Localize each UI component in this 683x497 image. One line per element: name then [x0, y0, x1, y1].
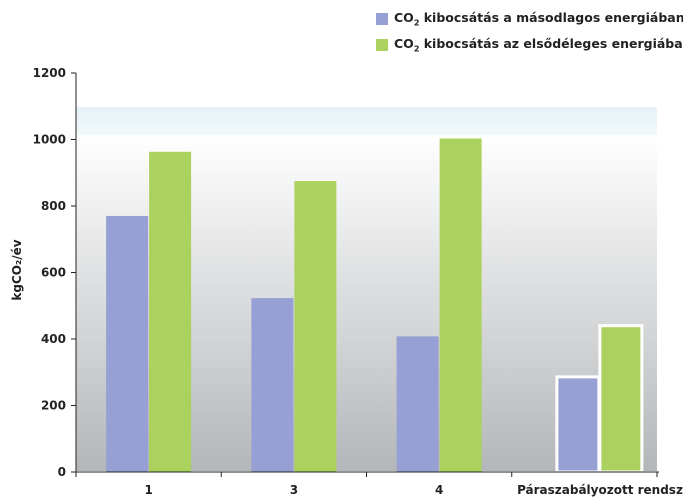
x-tick-label: 4	[435, 483, 443, 497]
x-tick-label: 1	[144, 483, 152, 497]
bar-primary-energy	[598, 324, 644, 474]
bar-secondary-energy	[555, 375, 601, 474]
y-axis-title: kgCO₂/év	[10, 239, 24, 300]
y-tick-label: 1200	[33, 66, 66, 80]
bar-primary-energy	[439, 138, 482, 472]
y-tick-label: 600	[41, 266, 66, 280]
bar-secondary-energy	[396, 336, 439, 472]
legend-item-primary: CO2 kibocsátás az elsődéleges energiában	[376, 36, 683, 54]
bar-primary-energy	[149, 151, 192, 473]
legend-subscript: 2	[413, 44, 420, 54]
legend-label-secondary: CO2 kibocsátás a másodlagos energiában	[394, 10, 683, 28]
x-tick-label: Páraszabályozott rendszer	[517, 483, 683, 497]
legend-label-primary: CO2 kibocsátás az elsődéleges energiában	[394, 36, 683, 54]
legend-subscript: 2	[413, 18, 420, 28]
bar-primary-energy	[294, 181, 337, 472]
y-tick-label: 1000	[33, 133, 66, 147]
legend-swatch-primary	[376, 39, 388, 51]
plot-background-top	[76, 107, 657, 135]
y-tick-label: 0	[58, 465, 66, 479]
y-tick-label: 200	[41, 399, 66, 413]
bar-secondary-energy	[251, 298, 294, 472]
legend-item-secondary: CO2 kibocsátás a másodlagos energiában	[376, 10, 683, 28]
bar-secondary-energy	[106, 215, 149, 472]
y-tick-label: 800	[41, 199, 66, 213]
y-tick-label: 400	[41, 332, 66, 346]
legend-swatch-secondary	[376, 13, 388, 25]
legend: CO2 kibocsátás a másodlagos energiában C…	[376, 10, 683, 62]
x-tick-label: 3	[290, 483, 298, 497]
